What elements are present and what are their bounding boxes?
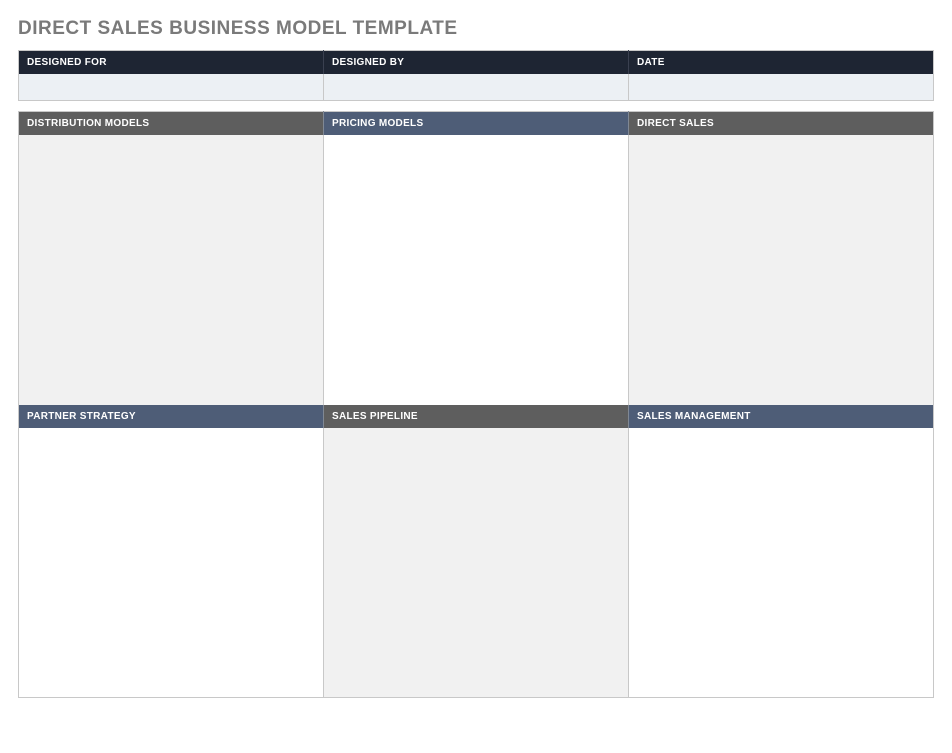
- main-grid: DISTRIBUTION MODELS PRICING MODELS DIREC…: [18, 111, 934, 699]
- cell-distribution-models[interactable]: [19, 135, 324, 405]
- header-distribution-models: DISTRIBUTION MODELS: [19, 111, 324, 135]
- cell-sales-pipeline[interactable]: [324, 428, 629, 698]
- meta-cell-designed-by[interactable]: [324, 74, 629, 100]
- cell-sales-management[interactable]: [629, 428, 934, 698]
- cell-partner-strategy[interactable]: [19, 428, 324, 698]
- header-direct-sales: DIRECT SALES: [629, 111, 934, 135]
- header-partner-strategy: PARTNER STRATEGY: [19, 405, 324, 428]
- meta-header-date: DATE: [629, 51, 934, 75]
- meta-cell-designed-for[interactable]: [19, 74, 324, 100]
- meta-cell-date[interactable]: [629, 74, 934, 100]
- header-sales-management: SALES MANAGEMENT: [629, 405, 934, 428]
- cell-direct-sales[interactable]: [629, 135, 934, 405]
- meta-table: DESIGNED FOR DESIGNED BY DATE: [18, 50, 934, 101]
- header-pricing-models: PRICING MODELS: [324, 111, 629, 135]
- cell-pricing-models[interactable]: [324, 135, 629, 405]
- page-title: DIRECT SALES BUSINESS MODEL TEMPLATE: [18, 18, 934, 40]
- meta-header-designed-by: DESIGNED BY: [324, 51, 629, 75]
- header-sales-pipeline: SALES PIPELINE: [324, 405, 629, 428]
- meta-header-designed-for: DESIGNED FOR: [19, 51, 324, 75]
